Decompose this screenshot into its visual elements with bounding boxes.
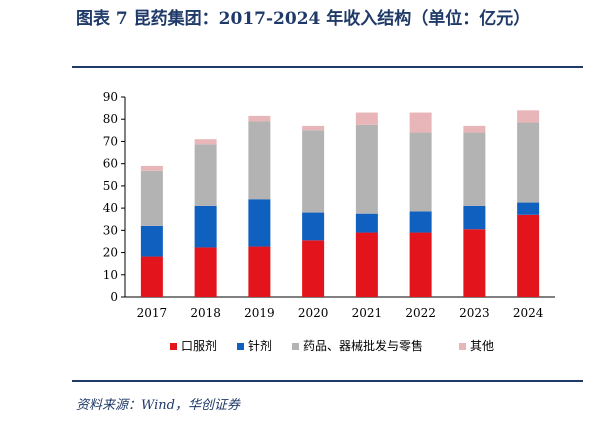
legend-label: 口服剂 <box>181 338 217 353</box>
y-tick-label: 50 <box>103 179 118 193</box>
bar-segment <box>517 214 540 297</box>
bar-segment <box>194 247 217 297</box>
bar-segment <box>140 165 163 171</box>
source-divider <box>72 380 583 382</box>
bar-segment <box>194 144 217 206</box>
bar-segment <box>517 202 540 215</box>
bar-segment <box>409 232 432 297</box>
legend-label: 药品、器械批发与零售 <box>303 338 423 353</box>
bar-segment <box>302 212 325 241</box>
x-tick-label: 2024 <box>513 306 544 320</box>
bar-segment <box>194 139 217 145</box>
y-tick-label: 80 <box>103 112 118 126</box>
bar-segment <box>140 170 163 226</box>
bar-segment <box>463 125 486 133</box>
legend-label: 针剂 <box>248 338 272 353</box>
x-tick-label: 2020 <box>298 306 329 320</box>
bar-segment <box>248 115 271 122</box>
legend-label: 其他 <box>470 339 494 353</box>
y-tick-label: 90 <box>103 90 118 104</box>
legend-swatch <box>170 343 177 350</box>
x-tick-label: 2019 <box>244 306 275 320</box>
y-tick-label: 30 <box>103 223 118 237</box>
x-tick-label: 2021 <box>352 306 383 320</box>
bar-segment <box>248 199 271 247</box>
x-tick-label: 2023 <box>459 306 490 320</box>
legend-swatch <box>292 343 299 350</box>
title-divider <box>72 66 583 68</box>
x-tick-label: 2022 <box>405 306 436 320</box>
bar-segment <box>248 121 271 200</box>
y-tick-label: 60 <box>103 157 118 171</box>
chart-bars <box>140 110 540 297</box>
bar-segment <box>140 225 163 257</box>
bar-segment <box>302 125 325 131</box>
chart-axes: 0 10 20 30 40 50 60 70 80 90 2017 2018 2019 2020 2021 2… <box>103 90 555 320</box>
legend-swatch <box>237 343 244 350</box>
bar-segment <box>355 213 378 233</box>
chart-legend: 口服剂 针剂 药品、器械批发与零售 其他 <box>170 338 494 353</box>
y-tick-label: 10 <box>103 268 118 282</box>
bar-segment <box>463 205 486 230</box>
bar-segment <box>140 256 163 297</box>
bar-segment <box>248 246 271 297</box>
bar-segment <box>302 240 325 297</box>
bar-segment <box>409 211 432 233</box>
bar-segment <box>355 112 378 125</box>
bar-segment <box>517 122 540 203</box>
bar-segment <box>355 124 378 214</box>
y-tick-label: 20 <box>103 246 118 260</box>
x-tick-label: 2017 <box>137 306 168 320</box>
x-tick-label: 2018 <box>190 306 221 320</box>
source-note: 资料来源：Wind，华创证券 <box>76 398 240 413</box>
bar-segment <box>517 110 540 123</box>
bar-segment <box>409 132 432 212</box>
y-tick-label: 70 <box>103 134 118 148</box>
legend-swatch <box>459 343 466 350</box>
bar-segment <box>463 229 486 297</box>
adjacent-page-edge <box>604 0 614 421</box>
bar-segment <box>194 205 217 248</box>
bar-segment <box>409 112 432 133</box>
bar-segment <box>463 132 486 206</box>
bar-segment <box>355 232 378 297</box>
chart-title: 图表 7 昆药集团：2017-2024 年收入结构（单位：亿元） <box>76 9 531 29</box>
y-tick-label: 0 <box>110 290 118 304</box>
y-tick-label: 40 <box>103 201 118 215</box>
bar-segment <box>302 130 325 213</box>
